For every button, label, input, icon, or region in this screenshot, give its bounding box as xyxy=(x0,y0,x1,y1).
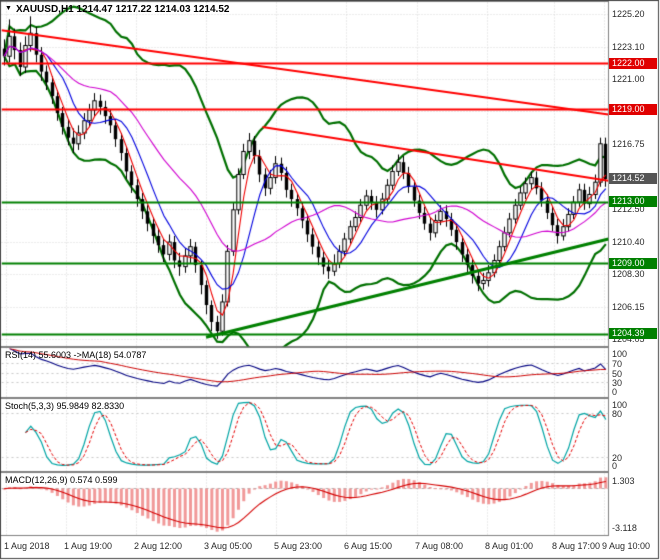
time-label: 6 Aug 15:00 xyxy=(344,541,393,551)
rsi-label: RSI(14) 55.6003 ->MA(18) 54.0787 xyxy=(5,350,147,360)
y-axis-tick: 1210.40 xyxy=(612,236,645,247)
rsi-axis-tick: 0 xyxy=(612,387,618,397)
time-label: 5 Aug 23:00 xyxy=(274,541,323,551)
stoch-axis-tick: 0 xyxy=(612,461,618,471)
rsi-axis-tick: 50 xyxy=(612,368,623,379)
rsi-axis-tick: 100 xyxy=(612,349,628,359)
time-label: 8 Aug 01:00 xyxy=(485,541,534,551)
price-tag: 1204.39 xyxy=(609,328,657,340)
chart-ohlc: 1214.47 1217.22 1214.03 1214.52 xyxy=(76,4,230,15)
price-tag: 1219.00 xyxy=(609,104,657,115)
time-label: 7 Aug 08:00 xyxy=(415,541,464,551)
price-tag: 1209.00 xyxy=(609,257,657,269)
stoch-axis-tick: 20 xyxy=(612,452,623,463)
price-tag: 1214.52 xyxy=(609,172,657,184)
time-label: 1 Aug 19:00 xyxy=(64,541,113,551)
stoch-axis-tick: 100 xyxy=(612,400,628,410)
rsi-axis-tick: 70 xyxy=(612,358,623,369)
macd-axis-tick: 1.303 xyxy=(612,476,635,486)
y-axis-tick: 1212.50 xyxy=(612,204,645,215)
chart-header: ▼ XAUUSD,H1 1214.47 1217.22 1214.03 1214.… xyxy=(5,4,229,15)
stoch-label: Stoch(5,3,3) 95.9849 82.8330 xyxy=(5,401,125,411)
chart-menu-icon[interactable]: ▼ xyxy=(5,5,12,12)
macd-axis-tick: -3.118 xyxy=(612,523,637,533)
price-tag: 1222.00 xyxy=(609,57,657,69)
time-label: 2 Aug 12:00 xyxy=(134,541,183,551)
time-label: 1 Aug 2018 xyxy=(4,541,50,551)
y-axis-tick: 1208.30 xyxy=(612,268,645,279)
rsi-axis-tick: 30 xyxy=(612,378,623,389)
time-label: 9 Aug 10:00 xyxy=(602,541,651,551)
chart-symbol: XAUUSD,H1 xyxy=(15,4,74,15)
time-label: 3 Aug 05:00 xyxy=(204,541,253,551)
y-axis-tick: 1225.20 xyxy=(612,9,645,20)
y-axis-tick: 1206.15 xyxy=(612,301,645,312)
y-axis-tick: 1223.10 xyxy=(612,41,645,52)
y-axis-tick: 1221.00 xyxy=(612,73,645,84)
price-tag: 1213.00 xyxy=(609,196,657,208)
y-axis-tick: 1216.75 xyxy=(612,139,645,150)
stoch-axis-tick: 80 xyxy=(612,409,623,420)
time-label: 8 Aug 17:00 xyxy=(552,541,601,551)
macd-label: MACD(12,26,9) 0.574 0.599 xyxy=(5,475,118,485)
